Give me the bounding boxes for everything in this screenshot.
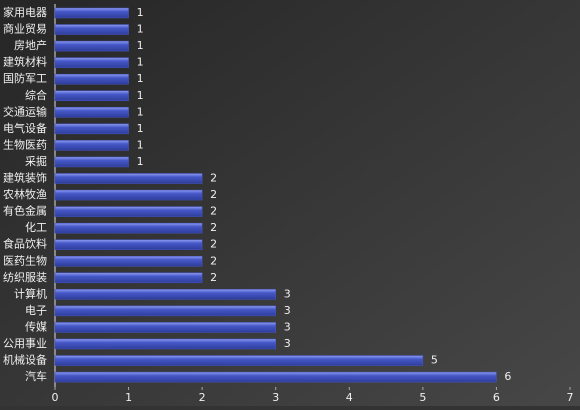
data-label: 1: [137, 6, 144, 19]
data-label: 3: [284, 304, 291, 317]
data-label: 2: [210, 238, 217, 251]
y-tick-label: 机械设备: [3, 353, 47, 367]
bar: [54, 355, 424, 366]
bar: [54, 289, 276, 300]
bar: [54, 24, 129, 35]
y-tick-label: 农林牧渔: [3, 187, 47, 201]
bar: [54, 90, 129, 101]
data-label: 2: [210, 205, 217, 218]
y-tick-label: 传媒: [25, 320, 47, 333]
data-label: 3: [284, 337, 291, 350]
bar: [54, 222, 203, 234]
bar: [54, 189, 203, 201]
y-tick-label: 医药生物: [3, 253, 47, 267]
bar: [54, 256, 203, 267]
x-tick-label: 7: [567, 391, 574, 404]
y-tick-label: 家用电器: [3, 5, 47, 19]
bar: [54, 7, 129, 19]
bar: [54, 322, 276, 333]
y-tick-label: 食品饮料: [3, 237, 47, 251]
y-tick-label: 交通运输: [3, 104, 47, 118]
data-label: 1: [137, 56, 144, 69]
x-tick-label: 0: [52, 391, 59, 404]
x-tick-label: 3: [272, 391, 279, 404]
bar: [54, 272, 203, 284]
bar: [54, 107, 129, 118]
bar: [54, 57, 129, 68]
bar: [54, 123, 129, 135]
y-tick-label: 建筑材料: [3, 55, 47, 69]
y-tick-label: 汽车: [25, 369, 47, 383]
x-tick-label: 4: [346, 391, 353, 404]
y-tick-label: 公用事业: [3, 337, 47, 350]
y-tick-label: 房地产: [14, 38, 47, 52]
data-label: 3: [284, 287, 291, 300]
y-tick-label: 有色金属: [3, 204, 47, 218]
x-tick-label: 5: [419, 391, 426, 404]
data-label: 1: [137, 23, 144, 36]
data-label: 1: [137, 105, 144, 118]
bar: [54, 73, 129, 85]
y-tick-label: 计算机: [14, 286, 47, 300]
data-label: 1: [137, 72, 144, 85]
data-label: 1: [137, 39, 144, 52]
y-tick-label: 建筑装饰: [3, 171, 47, 185]
bar: [54, 371, 497, 383]
bar: [54, 239, 203, 250]
y-tick-label: 国防军工: [3, 71, 47, 85]
y-tick-label: 纺织服装: [3, 270, 47, 284]
bar: [54, 305, 276, 317]
bar: [54, 140, 129, 151]
bar: [54, 338, 276, 350]
bar: [54, 206, 203, 217]
x-tick-label: 1: [125, 391, 132, 404]
data-label: 2: [210, 172, 217, 185]
x-tick-label: 2: [199, 391, 206, 404]
data-label: 2: [210, 254, 217, 267]
bar: [54, 40, 129, 52]
y-tick-label: 化工: [25, 220, 47, 234]
bar: [54, 156, 129, 168]
y-tick-label: 电气设备: [3, 121, 47, 135]
y-tick-label: 生物医药: [3, 137, 47, 151]
data-label: 3: [284, 320, 291, 333]
data-label: 1: [137, 89, 144, 102]
y-tick-label: 综合: [25, 88, 47, 102]
data-label: 2: [210, 221, 217, 234]
data-label: 1: [137, 155, 144, 168]
data-label: 6: [504, 370, 511, 383]
bar: [54, 173, 203, 184]
y-tick-label: 采掘: [25, 154, 47, 168]
data-label: 2: [210, 271, 217, 284]
x-tick-label: 6: [493, 391, 500, 404]
data-label: 2: [210, 188, 217, 201]
data-label: 5: [431, 354, 438, 367]
data-label: 1: [137, 138, 144, 151]
y-tick-label: 商业贸易: [3, 22, 47, 36]
data-label: 1: [137, 122, 144, 135]
y-tick-label: 电子: [25, 304, 47, 317]
